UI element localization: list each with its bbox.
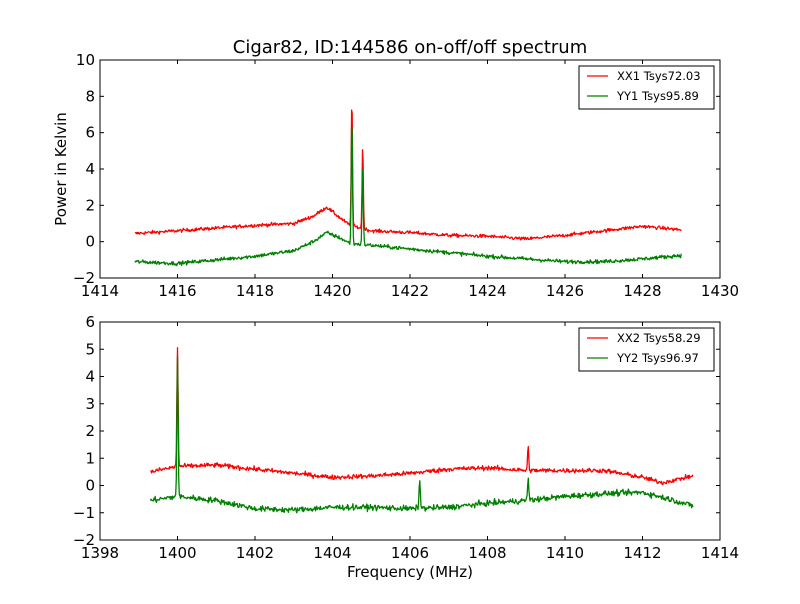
bottom-ytick-label: 3 <box>85 395 95 413</box>
bottom-ytick-label: 2 <box>85 422 95 440</box>
top-ticks: 1414 1416 1418 1420 1422 1424 1426 1428 1430 −2 0 2… <box>73 51 739 300</box>
bottom-xtick-label: 1412 <box>623 544 661 562</box>
bottom-xtick-label: 1398 <box>81 544 119 562</box>
top-legend-label-xx1: XX1 Tsys72.03 <box>617 69 701 83</box>
bottom-xtick-label: 1410 <box>546 544 584 562</box>
top-legend-label-yy1: YY1 Tsys95.89 <box>616 89 699 103</box>
bottom-xtick-label: 1408 <box>468 544 506 562</box>
bottom-series-yy2-line <box>149 355 694 514</box>
bottom-xtick-label: 1404 <box>313 544 351 562</box>
top-series-yy1-line <box>134 126 682 267</box>
top-xtick-label: 1430 <box>701 282 739 300</box>
top-xtick-label: 1414 <box>81 282 119 300</box>
top-ytick-label: 2 <box>85 196 95 214</box>
bottom-ytick-label: 4 <box>85 368 95 386</box>
top-xtick-label: 1426 <box>546 282 584 300</box>
top-legend: XX1 Tsys72.03 YY1 Tsys95.89 <box>578 65 715 110</box>
bottom-legend: XX2 Tsys58.29 YY2 Tsys96.97 <box>578 327 715 372</box>
bottom-ytick-label: −2 <box>73 531 95 549</box>
chart-title: Cigar82, ID:144586 on-off/off spectrum <box>233 37 587 58</box>
bottom-legend-box <box>578 327 715 372</box>
bottom-xtick-label: 1414 <box>701 544 739 562</box>
top-xtick-label: 1418 <box>236 282 274 300</box>
top-xtick-label: 1428 <box>623 282 661 300</box>
x-axis-label: Frequency (MHz) <box>347 563 473 581</box>
bottom-ytick-label: −1 <box>73 504 95 522</box>
bottom-xtick-label: 1406 <box>391 544 429 562</box>
top-ytick-label: −2 <box>73 269 95 287</box>
top-panel: 1414 1416 1418 1420 1422 1424 1426 1428 1430 −2 0 2… <box>52 51 739 300</box>
bottom-ytick-label: 1 <box>85 449 95 467</box>
top-ytick-label: 0 <box>85 233 95 251</box>
top-ytick-label: 6 <box>85 124 95 142</box>
bottom-panel: 1398 1400 1402 1404 1406 1408 1410 1412 1414−2−1… <box>73 313 739 581</box>
bottom-plot-lines <box>149 347 694 514</box>
bottom-ytick-label: 6 <box>85 313 95 331</box>
bottom-series-xx2-line <box>150 347 694 486</box>
bottom-ytick-label: 0 <box>85 477 95 495</box>
top-legend-box <box>578 65 715 110</box>
top-y-axis-label: Power in Kelvin <box>52 112 70 226</box>
top-xtick-label: 1422 <box>391 282 429 300</box>
top-ytick-label: 10 <box>76 51 95 69</box>
top-ytick-label: 4 <box>85 160 95 178</box>
top-plot-lines <box>134 109 682 267</box>
bottom-legend-label-yy2: YY2 Tsys96.97 <box>616 351 699 365</box>
top-series-xx1-line <box>134 109 682 241</box>
bottom-xtick-label: 1400 <box>158 544 196 562</box>
bottom-ytick-label: 5 <box>85 340 95 358</box>
top-xtick-label: 1424 <box>468 282 506 300</box>
top-xtick-label: 1416 <box>158 282 196 300</box>
top-xtick-label: 1420 <box>313 282 351 300</box>
bottom-legend-label-xx2: XX2 Tsys58.29 <box>617 331 701 345</box>
bottom-ticks: 1398 1400 1402 1404 1406 1408 1410 1412 1414−2−1… <box>73 313 739 562</box>
top-ytick-label: 8 <box>85 87 95 105</box>
bottom-xtick-label: 1402 <box>236 544 274 562</box>
